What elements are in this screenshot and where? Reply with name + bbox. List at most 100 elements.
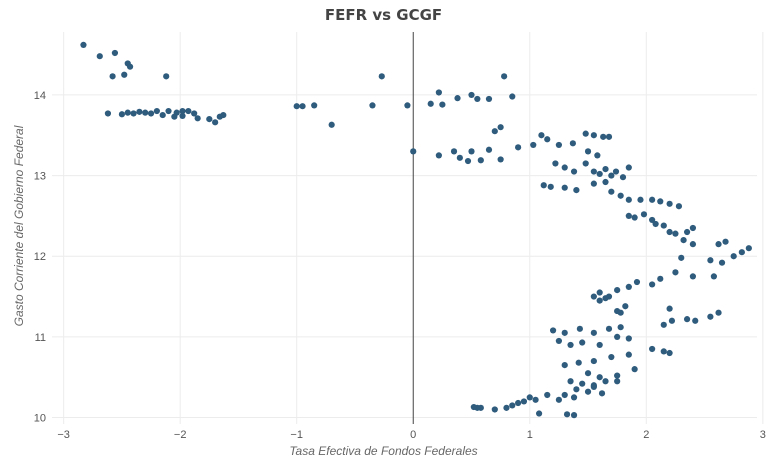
data-point: [590, 132, 597, 139]
data-point: [153, 107, 160, 115]
data-point: [683, 316, 691, 323]
grid-layer: [52, 32, 764, 424]
data-point: [378, 73, 385, 80]
data-point: [159, 111, 166, 119]
data-point: [649, 345, 656, 353]
data-point: [503, 404, 510, 411]
data-point: [191, 110, 198, 117]
data-point: [369, 102, 376, 109]
data-point: [118, 111, 126, 118]
data-point: [171, 113, 178, 120]
data-point: [590, 168, 597, 175]
data-point: [509, 402, 516, 409]
data-point: [722, 238, 729, 245]
data-point: [515, 399, 522, 407]
data-point: [497, 156, 504, 163]
data-point: [594, 152, 601, 159]
y-tick-labels: 10 11 12 13 14: [34, 90, 46, 425]
data-point: [570, 412, 578, 419]
data-point: [485, 95, 493, 103]
data-point: [660, 321, 667, 328]
data-point: [631, 214, 638, 221]
data-point: [547, 183, 554, 190]
data-point: [657, 198, 664, 205]
data-point: [625, 196, 632, 203]
y-tick-label: 12: [34, 251, 46, 263]
data-point: [689, 241, 697, 248]
data-point: [570, 168, 578, 175]
data-point: [520, 398, 528, 405]
data-point: [584, 388, 592, 395]
data-point: [590, 180, 597, 187]
chart-title: FEFR vs GCGF: [324, 6, 443, 24]
data-point: [590, 357, 597, 365]
data-point: [590, 383, 597, 390]
data-point: [660, 222, 667, 229]
data-point: [633, 278, 641, 286]
data-point: [194, 115, 201, 122]
data-point: [530, 141, 537, 149]
data-point: [710, 273, 717, 280]
data-point: [579, 339, 586, 346]
data-point: [435, 152, 442, 159]
data-point: [427, 100, 434, 107]
data-point: [715, 309, 722, 316]
data-point: [666, 228, 673, 236]
data-point: [561, 164, 568, 171]
data-point: [404, 102, 411, 109]
data-point: [456, 154, 463, 161]
data-point: [509, 93, 516, 100]
data-point: [707, 313, 714, 320]
data-point: [501, 73, 508, 80]
x-tick-label: 2: [643, 429, 649, 441]
data-point: [573, 186, 580, 194]
data-point: [126, 63, 134, 70]
data-point: [596, 374, 603, 381]
data-point: [435, 89, 442, 96]
data-point: [532, 396, 539, 403]
data-point: [220, 111, 227, 119]
data-point: [470, 403, 477, 411]
data-point: [625, 351, 632, 358]
data-point: [179, 107, 186, 115]
data-point: [555, 396, 563, 403]
data-point: [657, 275, 664, 282]
data-point: [614, 333, 621, 340]
data-point: [602, 378, 609, 385]
data-point: [109, 73, 116, 80]
data-point: [561, 329, 568, 336]
data-point: [619, 174, 627, 181]
data-point: [147, 110, 155, 117]
data-point: [625, 335, 632, 342]
data-point: [104, 110, 112, 117]
data-point: [689, 224, 697, 232]
data-point: [622, 303, 629, 310]
data-point: [497, 124, 504, 131]
data-point: [596, 289, 603, 296]
data-point: [605, 133, 613, 140]
data-point: [439, 101, 446, 108]
data-point: [491, 406, 498, 413]
data-point: [608, 188, 615, 195]
data-point: [614, 287, 621, 294]
data-point: [602, 295, 609, 302]
data-point: [625, 283, 632, 290]
x-tick-label: −1: [290, 429, 303, 441]
data-point: [660, 348, 667, 355]
data-point: [540, 182, 547, 189]
points-layer: [80, 41, 752, 419]
data-point: [477, 157, 484, 164]
data-point: [468, 148, 475, 155]
data-point: [590, 329, 597, 336]
data-point: [130, 110, 137, 117]
data-point: [692, 317, 699, 324]
data-point: [672, 230, 679, 237]
data-point: [689, 273, 697, 280]
data-point: [602, 166, 609, 173]
data-point: [596, 297, 603, 304]
data-point: [617, 324, 624, 331]
data-point: [745, 245, 752, 252]
data-point: [605, 325, 613, 332]
data-point: [637, 196, 644, 203]
